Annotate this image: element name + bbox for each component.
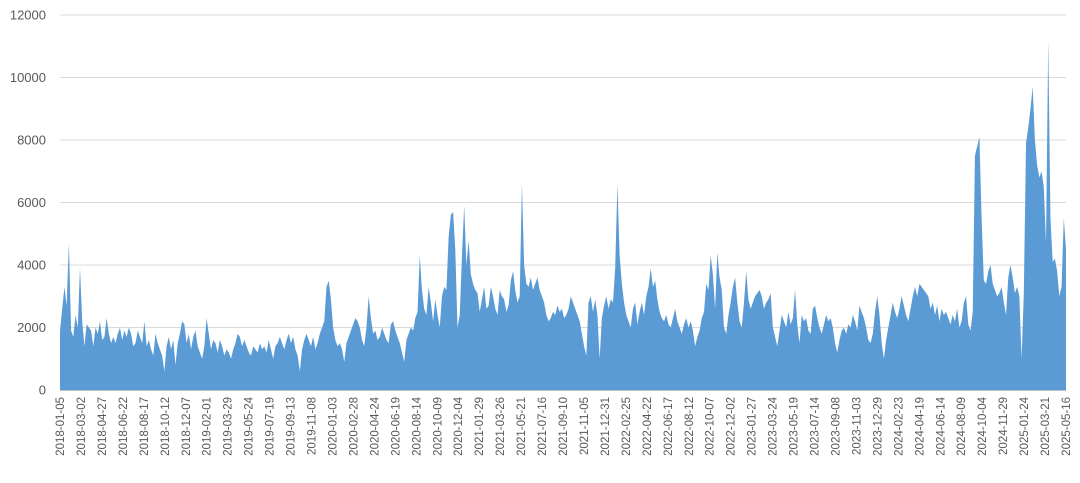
y-tick-label: 6000 xyxy=(17,195,46,210)
x-tick-label: 2018-04-27 xyxy=(97,397,109,456)
x-tick-label: 2021-01-29 xyxy=(474,397,486,456)
x-tick-label: 2018-10-12 xyxy=(160,397,172,456)
area-series xyxy=(60,40,1066,390)
area-series-path xyxy=(60,40,1066,390)
x-axis: 2018-01-05 2018-03-02 2018-04-27 2018-06-22… xyxy=(55,390,1073,456)
x-tick-label: 2023-07-14 xyxy=(810,396,822,455)
x-tick-label: 2019-09-13 xyxy=(286,397,298,456)
x-tick-label: 2023-03-24 xyxy=(768,396,780,455)
x-tick-label: 2019-11-08 xyxy=(307,397,319,455)
x-tick-label: 2025-05-16 xyxy=(1061,397,1073,456)
x-tick-label: 2025-01-24 xyxy=(1019,396,1031,455)
x-tick-label: 2020-02-28 xyxy=(348,397,360,456)
x-tick-label: 2024-04-19 xyxy=(914,397,926,456)
x-tick-label: 2023-09-08 xyxy=(830,397,842,456)
x-tick-label: 2019-02-01 xyxy=(202,397,214,456)
x-tick-label: 2018-06-22 xyxy=(118,397,130,456)
y-axis: 0 2000 4000 6000 8000 10000 12000 xyxy=(10,8,46,398)
x-tick-label: 2018-12-07 xyxy=(181,397,193,456)
x-tick-label: 2023-01-27 xyxy=(747,397,759,456)
x-tick-label: 2018-01-05 xyxy=(55,397,67,456)
x-tick-label: 2020-06-19 xyxy=(390,397,402,456)
x-tick-label: 2023-11-03 xyxy=(851,397,863,455)
x-tick-label: 2021-07-16 xyxy=(537,397,549,456)
y-tick-label: 12000 xyxy=(10,8,46,23)
x-tick-label: 2020-01-03 xyxy=(327,397,339,456)
x-tick-label: 2022-12-02 xyxy=(726,397,738,456)
x-tick-label: 2023-05-19 xyxy=(789,397,801,456)
x-tick-label: 2022-02-25 xyxy=(621,397,633,456)
x-tick-label: 2021-11-05 xyxy=(579,397,591,455)
x-tick-label: 2024-02-23 xyxy=(893,397,905,456)
x-tick-label: 2022-10-07 xyxy=(705,397,717,456)
y-tick-label: 4000 xyxy=(17,258,46,273)
y-tick-label: 0 xyxy=(39,383,46,398)
x-tick-label: 2022-08-12 xyxy=(684,397,696,456)
x-tick-label: 2021-05-21 xyxy=(516,397,528,456)
x-tick-label: 2025-03-21 xyxy=(1040,397,1052,456)
x-tick-label: 2019-03-29 xyxy=(223,397,235,456)
x-tick-label: 2023-12-29 xyxy=(872,397,884,456)
x-tick-label: 2019-05-24 xyxy=(244,396,256,455)
x-tick-label: 2019-07-19 xyxy=(265,397,277,456)
x-tick-label: 2020-10-09 xyxy=(432,397,444,456)
y-tick-label: 2000 xyxy=(17,320,46,335)
x-tick-label: 2022-04-22 xyxy=(642,397,654,456)
gridlines xyxy=(60,14,1066,328)
x-tick-label: 2020-12-04 xyxy=(453,396,465,455)
x-tick-label: 2020-08-14 xyxy=(411,396,423,455)
x-tick-label: 2021-12-31 xyxy=(600,397,612,456)
x-tick-label: 2018-08-17 xyxy=(139,397,151,456)
x-tick-label: 2018-03-02 xyxy=(76,397,88,456)
x-tick-label: 2024-06-14 xyxy=(935,396,947,455)
x-tick-label: 2021-09-10 xyxy=(558,397,570,456)
y-tick-label: 8000 xyxy=(17,133,46,148)
x-tick-label: 2022-06-17 xyxy=(663,397,675,456)
x-tick-label: 2024-11-29 xyxy=(998,397,1010,455)
x-tick-label: 2024-08-09 xyxy=(956,397,968,456)
x-tick-label: 2020-04-24 xyxy=(369,396,381,455)
x-tick-label: 2024-10-04 xyxy=(977,396,989,455)
y-tick-label: 10000 xyxy=(10,70,46,85)
x-tick-label: 2021-03-26 xyxy=(495,397,507,456)
